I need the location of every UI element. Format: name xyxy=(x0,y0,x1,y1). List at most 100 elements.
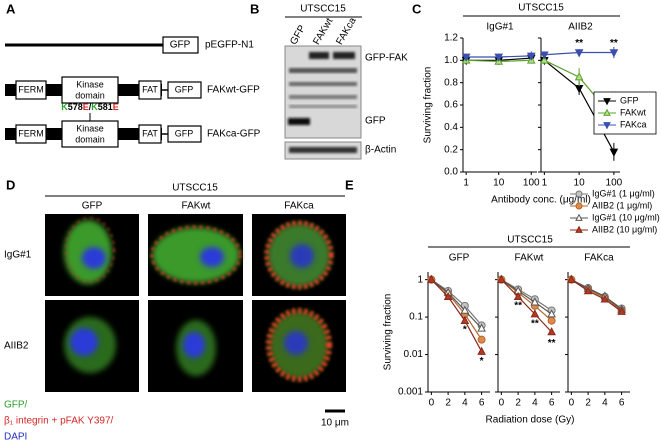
panel-label: E xyxy=(345,177,354,192)
series-line xyxy=(431,279,483,326)
mutation-part: K xyxy=(61,102,68,112)
marker xyxy=(575,190,583,198)
marker xyxy=(497,274,506,283)
mutation-part: 581 xyxy=(98,102,113,112)
band xyxy=(309,52,329,59)
marker xyxy=(530,309,540,318)
chart-title: UTSCC15 xyxy=(518,3,564,14)
y-tick-label: 0.001 xyxy=(398,387,423,398)
marker xyxy=(603,108,611,116)
series-line xyxy=(501,279,552,315)
band-label: GFP xyxy=(365,116,386,127)
x-tick-label: 6 xyxy=(479,398,485,409)
y-axis-label: Surviving fraction xyxy=(423,67,434,144)
panel-b: B UTSCC15 GFP FAKwt FAKca GFP-FAK GFP β-… xyxy=(250,1,408,160)
legend-label: AIIB2 (1 μg/ml) xyxy=(592,200,652,210)
legend-label: GFP xyxy=(620,95,639,105)
construct-label: pEGFP-N1 xyxy=(205,40,254,51)
gfp-box xyxy=(167,125,202,143)
x-tick-label: 2 xyxy=(515,398,521,409)
marker xyxy=(574,49,584,58)
mutation-part: K xyxy=(91,102,98,112)
domain-label: Kinase xyxy=(76,79,104,89)
ferm-box xyxy=(15,124,47,144)
x-tick-label: 4 xyxy=(462,398,468,409)
domain-label: domain xyxy=(75,90,105,100)
domain-label: FAT xyxy=(142,84,158,94)
cell xyxy=(152,227,240,283)
band xyxy=(333,52,355,59)
mutation-part: E xyxy=(83,102,89,112)
mutation-part: / xyxy=(89,102,92,112)
marker xyxy=(575,213,583,221)
marker xyxy=(547,309,556,318)
marker xyxy=(583,285,593,295)
marker xyxy=(513,291,523,301)
band xyxy=(288,118,310,125)
marker xyxy=(540,51,549,60)
construct-label: FAKca-GFP xyxy=(207,129,261,140)
row-label: AIIB2 xyxy=(4,341,29,352)
domain-label: FERM xyxy=(18,128,44,138)
y-axis-label: Surviving fraction xyxy=(383,294,394,371)
x-tick-label: 4 xyxy=(602,398,608,409)
annotation: ** xyxy=(575,38,583,49)
kinase-box xyxy=(61,120,119,148)
mutation-part: 578 xyxy=(68,102,83,112)
marker xyxy=(530,297,540,306)
subplot-title: FAKca xyxy=(584,253,614,264)
fat-box xyxy=(138,80,162,100)
marker xyxy=(600,294,610,303)
series-line xyxy=(500,279,553,322)
stain xyxy=(150,225,242,285)
panel-label: B xyxy=(250,1,259,16)
marker xyxy=(609,49,619,58)
domain-label: domain xyxy=(75,134,105,144)
mutation-part: E xyxy=(113,102,119,112)
nucleus xyxy=(200,247,224,267)
y-tick-label: 0.1 xyxy=(409,312,423,323)
x-tick-label: 10 xyxy=(574,178,586,189)
x-axis-label: Radiation dose (Gy) xyxy=(486,415,575,426)
series-line xyxy=(571,279,622,313)
annotation: ** xyxy=(531,319,539,330)
nucleus xyxy=(290,244,314,268)
lane-label: GFP xyxy=(288,23,308,47)
domain-label: GFP xyxy=(175,84,194,94)
series-line xyxy=(430,279,483,352)
y-tick-label: 0.01 xyxy=(404,349,424,360)
domain-label: GFP xyxy=(175,128,194,138)
stain-legend: GFP/ xyxy=(4,400,28,411)
series-line xyxy=(500,279,553,333)
stain-legend: β₁ integrin + pFAK Y397/ xyxy=(4,416,114,427)
marker xyxy=(461,53,471,62)
marker xyxy=(460,315,470,325)
annotation: * xyxy=(463,325,467,336)
panel-label: C xyxy=(412,1,422,16)
stain-legend: DAPI xyxy=(4,432,27,443)
legend-label: FAKca xyxy=(620,119,647,129)
legend-label: IgG#1 (10 μg/ml) xyxy=(592,212,660,222)
x-tick-label: 10 xyxy=(493,178,505,189)
fat-box xyxy=(138,124,162,144)
domain-label: Kinase xyxy=(76,123,104,133)
marker xyxy=(609,148,619,157)
scale-label: 10 μm xyxy=(321,418,349,429)
series-line xyxy=(430,279,483,329)
x-tick-label: 0 xyxy=(429,398,435,409)
y-tick-label: 0.8 xyxy=(444,77,458,88)
marker xyxy=(567,274,576,283)
marker xyxy=(443,291,453,301)
legend-label: FAKwt xyxy=(620,107,647,117)
subplot-title: GFP xyxy=(449,253,470,264)
cell-line: UTSCC15 xyxy=(172,183,218,194)
marker xyxy=(477,335,486,344)
band xyxy=(289,82,357,86)
nucleus xyxy=(183,332,205,358)
annotation: ** xyxy=(610,38,618,49)
band-label: GFP-FAK xyxy=(365,53,408,64)
stain xyxy=(266,308,332,382)
x-tick-label: 1 xyxy=(463,178,469,189)
column-label: GFP xyxy=(82,201,103,212)
